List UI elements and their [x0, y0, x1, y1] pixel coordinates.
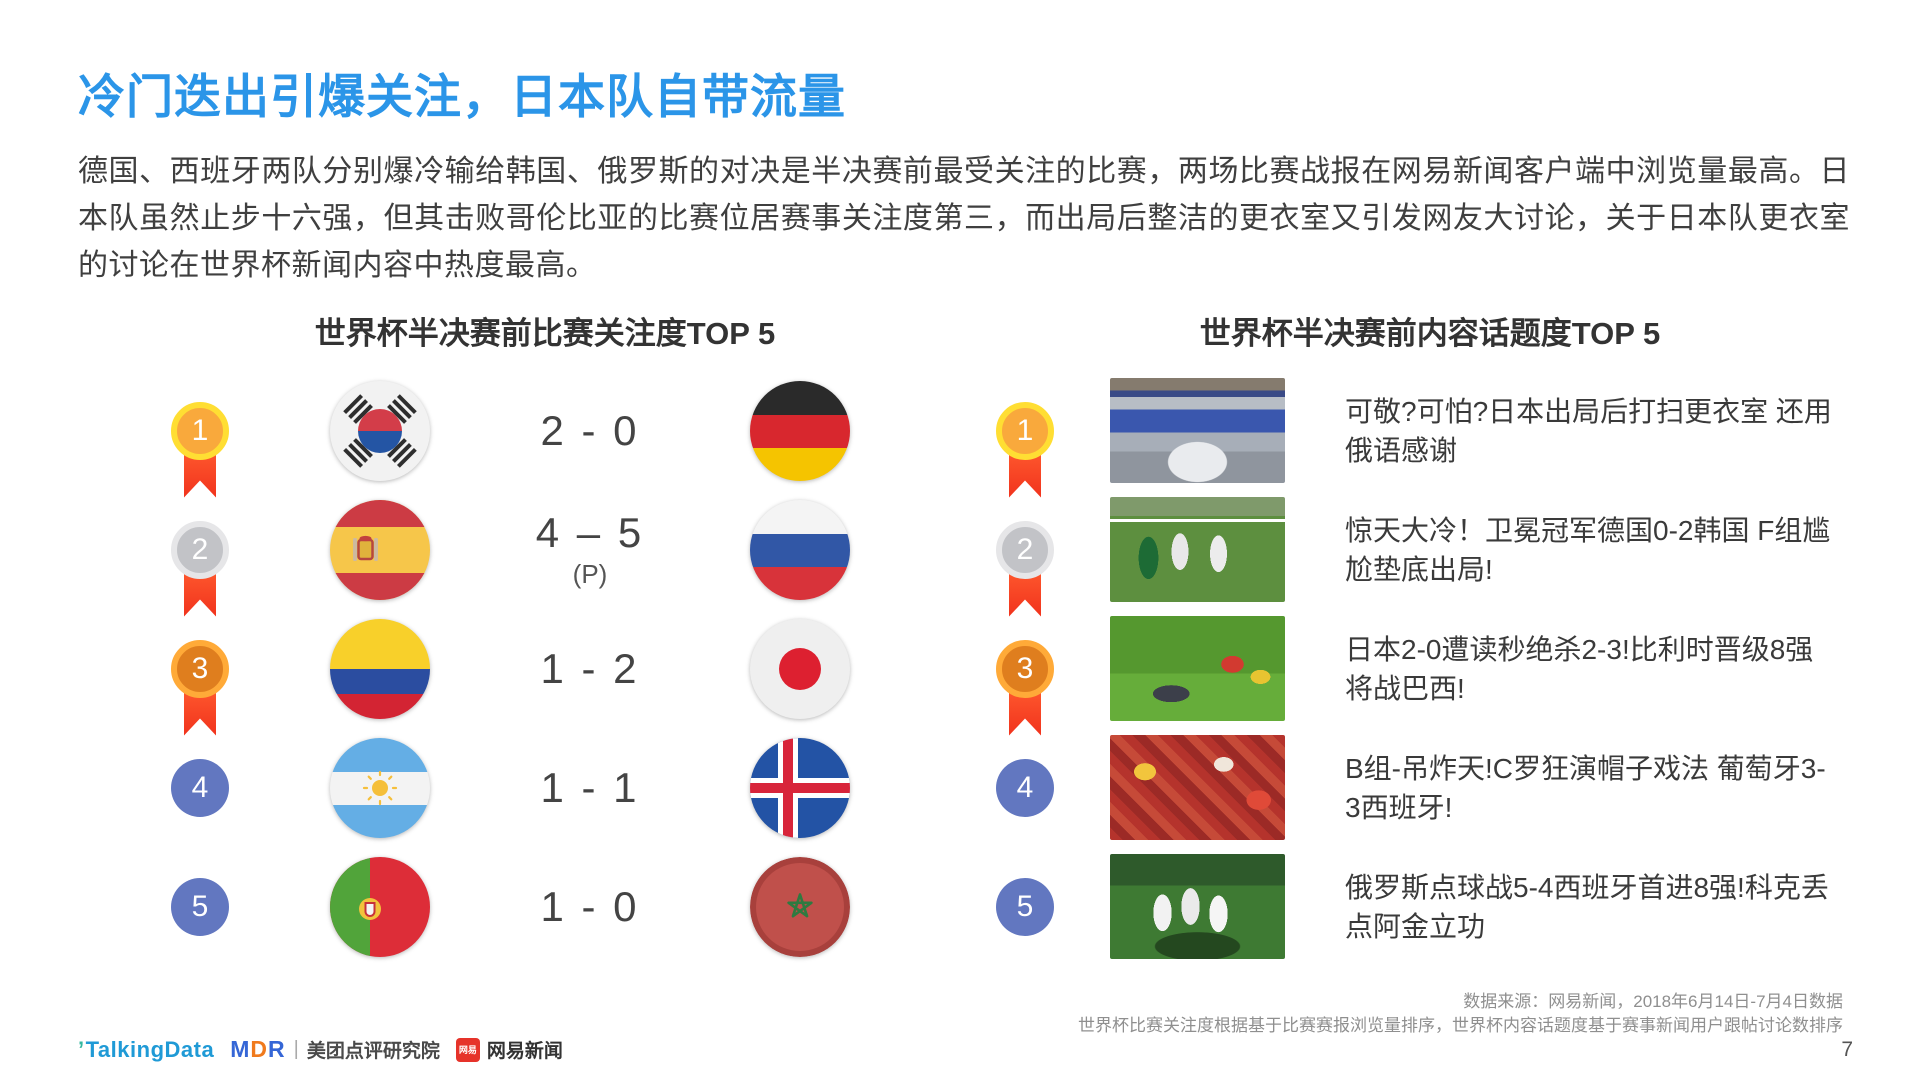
- match-score: 1 - 2: [540, 644, 640, 692]
- match-score-cell: 2 - 0: [540, 407, 639, 455]
- left-panel-title: 世界杯半决赛前比赛关注度TOP 5: [314, 316, 776, 351]
- topic-row: 1 可敬?可怕?日本出局后打扫更衣室 还用俄语感谢: [940, 371, 1840, 498]
- morocco-flag-icon: [750, 856, 850, 957]
- page-number: 7: [1841, 1038, 1853, 1061]
- match-row: 3 1 - 2: [120, 609, 900, 736]
- spain-flag-icon: [330, 499, 430, 600]
- match-score: 4 – 5: [535, 509, 645, 556]
- south-korea-flag-icon: [330, 380, 430, 481]
- right-panel: 世界杯半决赛前内容话题度TOP 5 1 可敬?可怕?日本出局后打扫更衣室 还用俄…: [940, 308, 1840, 966]
- match-score-cell: 1 - 0: [540, 883, 639, 931]
- news-headline: 可敬?可怕?日本出局后打扫更衣室 还用俄语感谢: [1345, 395, 1832, 466]
- meituan-research-label: 美团点评研究院: [306, 1041, 440, 1062]
- match-score-cell: 1 - 2: [540, 645, 639, 693]
- rank-2-medal: 2: [171, 520, 229, 617]
- rank-2-medal: 2: [996, 520, 1054, 617]
- source-note-line-2: 世界杯比赛关注度根据基于比赛赛报浏览量排序，世界杯内容话题度基于赛事新闻用户跟帖…: [1078, 1016, 1843, 1035]
- talkingdata-wordmark: TalkingData: [85, 1036, 215, 1062]
- rank-number: 2: [171, 520, 229, 579]
- rank-number: 2: [996, 520, 1054, 579]
- left-panel: 世界杯半决赛前比赛关注度TOP 5 1 2 - 0 2: [120, 308, 900, 966]
- source-note: 数据来源：网易新闻，2018年6月14日-7月4日数据 世界杯比赛关注度根据基于…: [1078, 990, 1843, 1038]
- mdr-letter-r: R: [267, 1036, 286, 1062]
- colombia-flag-icon: [330, 618, 430, 719]
- germany-flag-icon: [750, 380, 850, 481]
- news-headline: B组-吊炸天!C罗狂演帽子戏法 葡萄牙3-3西班牙!: [1345, 752, 1826, 823]
- match-row: 1 2 - 0: [120, 371, 900, 498]
- logo-divider: |: [293, 1038, 299, 1060]
- mdr-letter-m: M: [230, 1036, 251, 1062]
- rank-number: 5: [996, 877, 1054, 936]
- rank-1-medal: 1: [171, 401, 229, 498]
- source-note-line-1: 数据来源：网易新闻，2018年6月14日-7月4日数据: [1463, 992, 1843, 1011]
- news-headline: 日本2-0遭读秒绝杀2-3!比利时晋级8强将战巴西!: [1345, 633, 1814, 704]
- rank-number: 1: [171, 401, 229, 460]
- rank-1-medal: 1: [996, 401, 1054, 498]
- left-panel-rows: 1 2 - 0 2 4 – 5 (P): [120, 371, 900, 966]
- intro-paragraph: 德国、西班牙两队分别爆冷输给韩国、俄罗斯的对决是半决赛前最受关注的比赛，两场比赛…: [78, 155, 1850, 282]
- rank-5-medal: 5: [996, 877, 1054, 936]
- rank-number: 3: [171, 639, 229, 698]
- rank-number: 4: [996, 758, 1054, 817]
- match-score: 2 - 0: [540, 406, 640, 454]
- rank-4-medal: 4: [171, 758, 229, 817]
- netease-news-label: 网易新闻: [486, 1041, 563, 1062]
- rank-number: 1: [996, 401, 1054, 460]
- netease-icon: 网易: [455, 1037, 480, 1062]
- portugal-spain-fans-photo: [1110, 735, 1285, 840]
- rank-3-medal: 3: [996, 639, 1054, 736]
- talkingdata-logo: ’TalkingData: [78, 1037, 214, 1063]
- rank-5-medal: 5: [171, 877, 229, 936]
- right-panel-title: 世界杯半决赛前内容话题度TOP 5: [1199, 316, 1661, 351]
- russia-flag-icon: [750, 499, 850, 600]
- portugal-flag-icon: [330, 856, 430, 957]
- footer-logos: ’TalkingData MDR | 美团点评研究院 网易 网易新闻: [78, 1036, 563, 1063]
- topic-row: 5 俄罗斯点球战5-4西班牙首进8强!科克丢点阿金立功: [940, 847, 1840, 966]
- page-title: 冷门迭出引爆关注，日本队自带流量: [78, 70, 846, 123]
- germany-korea-match-photo: [1110, 497, 1285, 602]
- rank-number: 3: [996, 639, 1054, 698]
- match-row: 4 1 - 1: [120, 728, 900, 847]
- topic-row: 4 B组-吊炸天!C罗狂演帽子戏法 葡萄牙3-3西班牙!: [940, 728, 1840, 847]
- argentina-flag-icon: [330, 737, 430, 838]
- netease-news-logo: 网易 网易新闻: [455, 1036, 563, 1063]
- match-score: 1 - 1: [540, 763, 640, 811]
- news-headline: 俄罗斯点球战5-4西班牙首进8强!科克丢点阿金立功: [1345, 871, 1829, 942]
- rank-number: 4: [171, 758, 229, 817]
- right-panel-rows: 1 可敬?可怕?日本出局后打扫更衣室 还用俄语感谢 2 惊天大冷！卫冕冠军德国0…: [940, 371, 1840, 966]
- penalty-note: (P): [572, 559, 608, 589]
- mdr-logo: MDR | 美团点评研究院: [230, 1036, 440, 1063]
- rank-3-medal: 3: [171, 639, 229, 736]
- match-row: 2 4 – 5 (P): [120, 490, 900, 617]
- match-score-cell: 1 - 1: [540, 764, 639, 812]
- locker-room-photo: [1110, 378, 1285, 483]
- match-score-cell: 4 – 5 (P): [536, 509, 644, 590]
- match-row: 5 1 - 0: [120, 847, 900, 966]
- japan-belgium-match-photo: [1110, 616, 1285, 721]
- mdr-letter-d: D: [250, 1036, 268, 1062]
- talkingdata-mark-icon: ’: [78, 1036, 85, 1062]
- russia-spain-match-photo: [1110, 854, 1285, 959]
- rank-4-medal: 4: [996, 758, 1054, 817]
- rank-number: 5: [171, 877, 229, 936]
- iceland-flag-icon: [750, 737, 850, 838]
- news-headline: 惊天大冷！卫冕冠军德国0-2韩国 F组尴尬垫底出局!: [1345, 514, 1831, 585]
- match-score: 1 - 0: [540, 882, 640, 930]
- topic-row: 2 惊天大冷！卫冕冠军德国0-2韩国 F组尴尬垫底出局!: [940, 490, 1840, 617]
- mdr-wordmark: MDR: [230, 1036, 285, 1063]
- japan-flag-icon: [750, 618, 850, 719]
- topic-row: 3 日本2-0遭读秒绝杀2-3!比利时晋级8强将战巴西!: [940, 609, 1840, 736]
